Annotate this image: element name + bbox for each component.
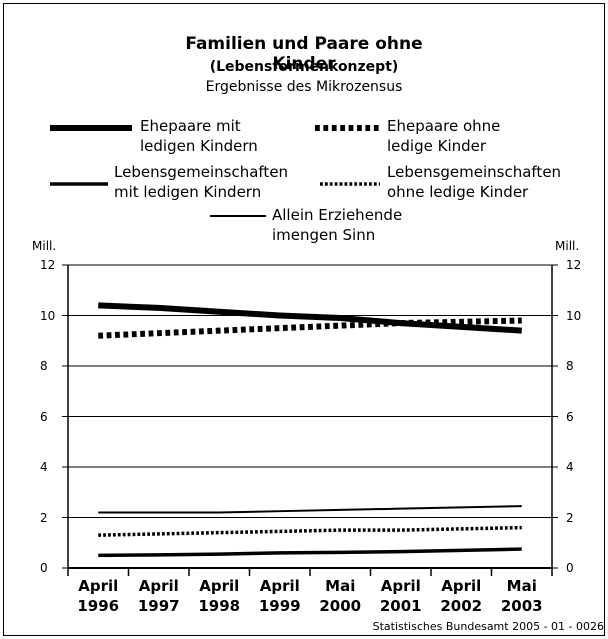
y2-tick-label: 4 bbox=[566, 460, 574, 474]
series-line bbox=[98, 302, 522, 334]
y-tick-label: 6 bbox=[40, 409, 48, 424]
y2-tick-label: 10 bbox=[566, 308, 582, 323]
legend-label: Allein Erziehende imengen Sinn bbox=[272, 206, 403, 244]
x-tick-label: April 1997 bbox=[137, 577, 180, 615]
x-tick-label: April 1996 bbox=[77, 577, 120, 615]
y2-tick-label: 2 bbox=[566, 510, 574, 525]
x-tick-label: April 2001 bbox=[379, 577, 422, 615]
y-tick-label: 2 bbox=[40, 510, 48, 525]
y-tick-label: 8 bbox=[40, 359, 48, 373]
y2-tick-label: 6 bbox=[566, 409, 574, 424]
x-tick-label: April 1998 bbox=[198, 577, 241, 615]
y-axis-label: Mill. bbox=[32, 239, 57, 253]
series-line bbox=[98, 505, 522, 514]
legend-label: Lebensgemeinschaften ohne ledige Kinder bbox=[387, 163, 562, 201]
legend-label: Lebensgemeinschaften mit ledigen Kindern bbox=[114, 163, 289, 201]
chart-subtitle: (Lebensformenkonzept) bbox=[209, 59, 399, 75]
chart-title: Familien und Paare ohne Kinder bbox=[185, 34, 423, 74]
y-tick-label: 0 bbox=[40, 561, 48, 575]
x-tick-label: April 2002 bbox=[440, 577, 483, 615]
source: Statistisches Bundesamt 2005 - 01 - 0026 bbox=[372, 620, 604, 633]
chart-subtitle: Ergebnisse des Mikrozensus bbox=[205, 79, 403, 95]
y-tick-label: 10 bbox=[40, 308, 56, 323]
x-tick-label: April 1999 bbox=[258, 577, 301, 615]
series-line bbox=[98, 525, 522, 537]
series-line bbox=[98, 547, 522, 558]
legend-label: Ehepaare ohne ledige Kinder bbox=[387, 117, 501, 155]
frame bbox=[3, 3, 605, 636]
y2-tick-label: 12 bbox=[566, 258, 582, 272]
series-line bbox=[98, 317, 522, 339]
x-tick-label: Mai 2000 bbox=[319, 577, 362, 615]
y-tick-label: 12 bbox=[40, 258, 56, 272]
legend-label: Ehepaare mit ledigen Kindern bbox=[140, 117, 258, 155]
x-tick-label: Mai 2003 bbox=[500, 577, 543, 615]
y2-tick-label: 8 bbox=[566, 359, 574, 373]
y2-axis-label: Mill. bbox=[555, 239, 580, 253]
y-tick-label: 4 bbox=[40, 460, 48, 474]
y2-tick-label: 0 bbox=[566, 561, 574, 575]
